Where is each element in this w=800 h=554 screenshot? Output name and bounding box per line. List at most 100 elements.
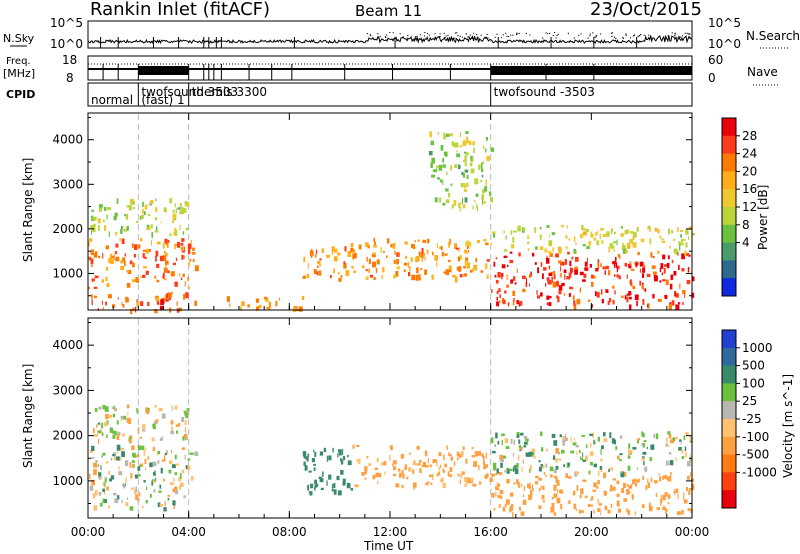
data-cell: [155, 207, 158, 213]
data-cell: [598, 503, 603, 506]
data-cell: [685, 452, 687, 458]
data-cell: [620, 226, 623, 229]
data-cell: [559, 489, 563, 494]
data-cell: [597, 498, 599, 504]
data-cell: [562, 439, 566, 446]
data-cell: [466, 240, 470, 246]
data-cell: [639, 268, 641, 273]
data-cell: [688, 236, 690, 240]
data-cell: [575, 250, 577, 254]
data-cell: [682, 290, 686, 295]
data-cell: [664, 492, 668, 497]
data-cell: [419, 467, 422, 474]
data-cell: [680, 440, 682, 445]
data-cell: [374, 241, 376, 247]
data-cell: [456, 153, 461, 158]
data-cell: [514, 282, 517, 285]
data-cell: [666, 262, 670, 269]
x-axis: 00:00 04:00 08:00 12:00 16:00 20:00 00:00: [71, 113, 709, 539]
data-cell: [451, 204, 454, 209]
velocity-colorbar-swatch: [722, 347, 736, 367]
data-cell: [624, 295, 627, 300]
data-cell: [581, 434, 585, 437]
data-cell: [512, 236, 515, 243]
velocity-colorbar-tick-label: 25: [742, 394, 757, 408]
data-cell: [576, 484, 579, 491]
nsearch-dot: [518, 32, 520, 34]
data-cell: [646, 446, 648, 450]
data-cell: [409, 266, 411, 272]
data-cell: [560, 272, 562, 278]
data-cell: [639, 280, 641, 286]
data-cell: [112, 413, 116, 418]
data-cell: [647, 304, 649, 308]
data-cell: [663, 268, 666, 274]
data-cell: [628, 485, 631, 489]
data-cell: [558, 451, 560, 455]
data-cell: [641, 431, 644, 436]
data-cell: [501, 439, 503, 446]
data-cell: [469, 477, 474, 482]
nsearch-dot: [667, 35, 669, 37]
data-cell: [489, 477, 493, 482]
nsearch-dot: [516, 33, 518, 35]
data-cell: [258, 305, 262, 308]
data-cell: [679, 439, 682, 442]
data-cell: [418, 276, 421, 281]
data-cell: [521, 466, 523, 473]
data-cell: [606, 231, 610, 237]
data-cell: [612, 285, 615, 289]
nsearch-dot: [674, 33, 676, 35]
data-cell: [315, 483, 319, 487]
data-cell: [475, 194, 479, 197]
data-cell: [661, 238, 664, 241]
data-cell: [101, 455, 103, 458]
data-cell: [95, 251, 98, 256]
nsearch-dot: [688, 37, 690, 39]
data-cell: [380, 247, 382, 253]
data-cell: [456, 150, 458, 153]
nsearch-dot: [472, 32, 475, 34]
data-cell: [626, 488, 629, 495]
data-cell: [361, 471, 365, 476]
data-cell: [593, 237, 597, 241]
data-cell: [580, 458, 584, 461]
data-cell: [647, 226, 650, 230]
data-cell: [443, 454, 445, 461]
data-cell: [410, 257, 413, 262]
data-cell: [539, 431, 543, 436]
data-cell: [157, 450, 161, 455]
data-cell: [390, 243, 393, 248]
nsearch-dot: [369, 34, 371, 36]
data-cell: [549, 474, 553, 478]
nsearch-dot: [516, 32, 518, 34]
nsearch-dot: [370, 35, 372, 37]
nsearch-dot: [648, 34, 650, 36]
data-cell: [101, 279, 105, 283]
data-cell: [154, 470, 156, 476]
nsearch-dot: [529, 34, 531, 36]
data-cell: [145, 407, 148, 413]
data-cell: [314, 254, 317, 258]
data-cell: [491, 231, 496, 234]
data-cell: [622, 242, 624, 246]
data-cell: [636, 226, 639, 232]
data-cell: [135, 494, 139, 500]
data-cell: [529, 468, 531, 473]
nsearch-dot: [406, 37, 408, 39]
data-cell: [480, 180, 483, 183]
data-cell: [546, 302, 549, 305]
data-cell: [124, 253, 126, 257]
data-cell: [654, 275, 658, 280]
data-cell: [409, 452, 411, 455]
data-cell: [568, 293, 571, 297]
data-cell: [102, 307, 104, 311]
data-cell: [518, 485, 521, 488]
data-cell: [525, 452, 530, 457]
data-cell: [298, 306, 303, 312]
data-cell: [184, 201, 188, 206]
data-cell: [309, 250, 314, 256]
data-cell: [684, 250, 687, 257]
data-cell: [88, 241, 90, 247]
